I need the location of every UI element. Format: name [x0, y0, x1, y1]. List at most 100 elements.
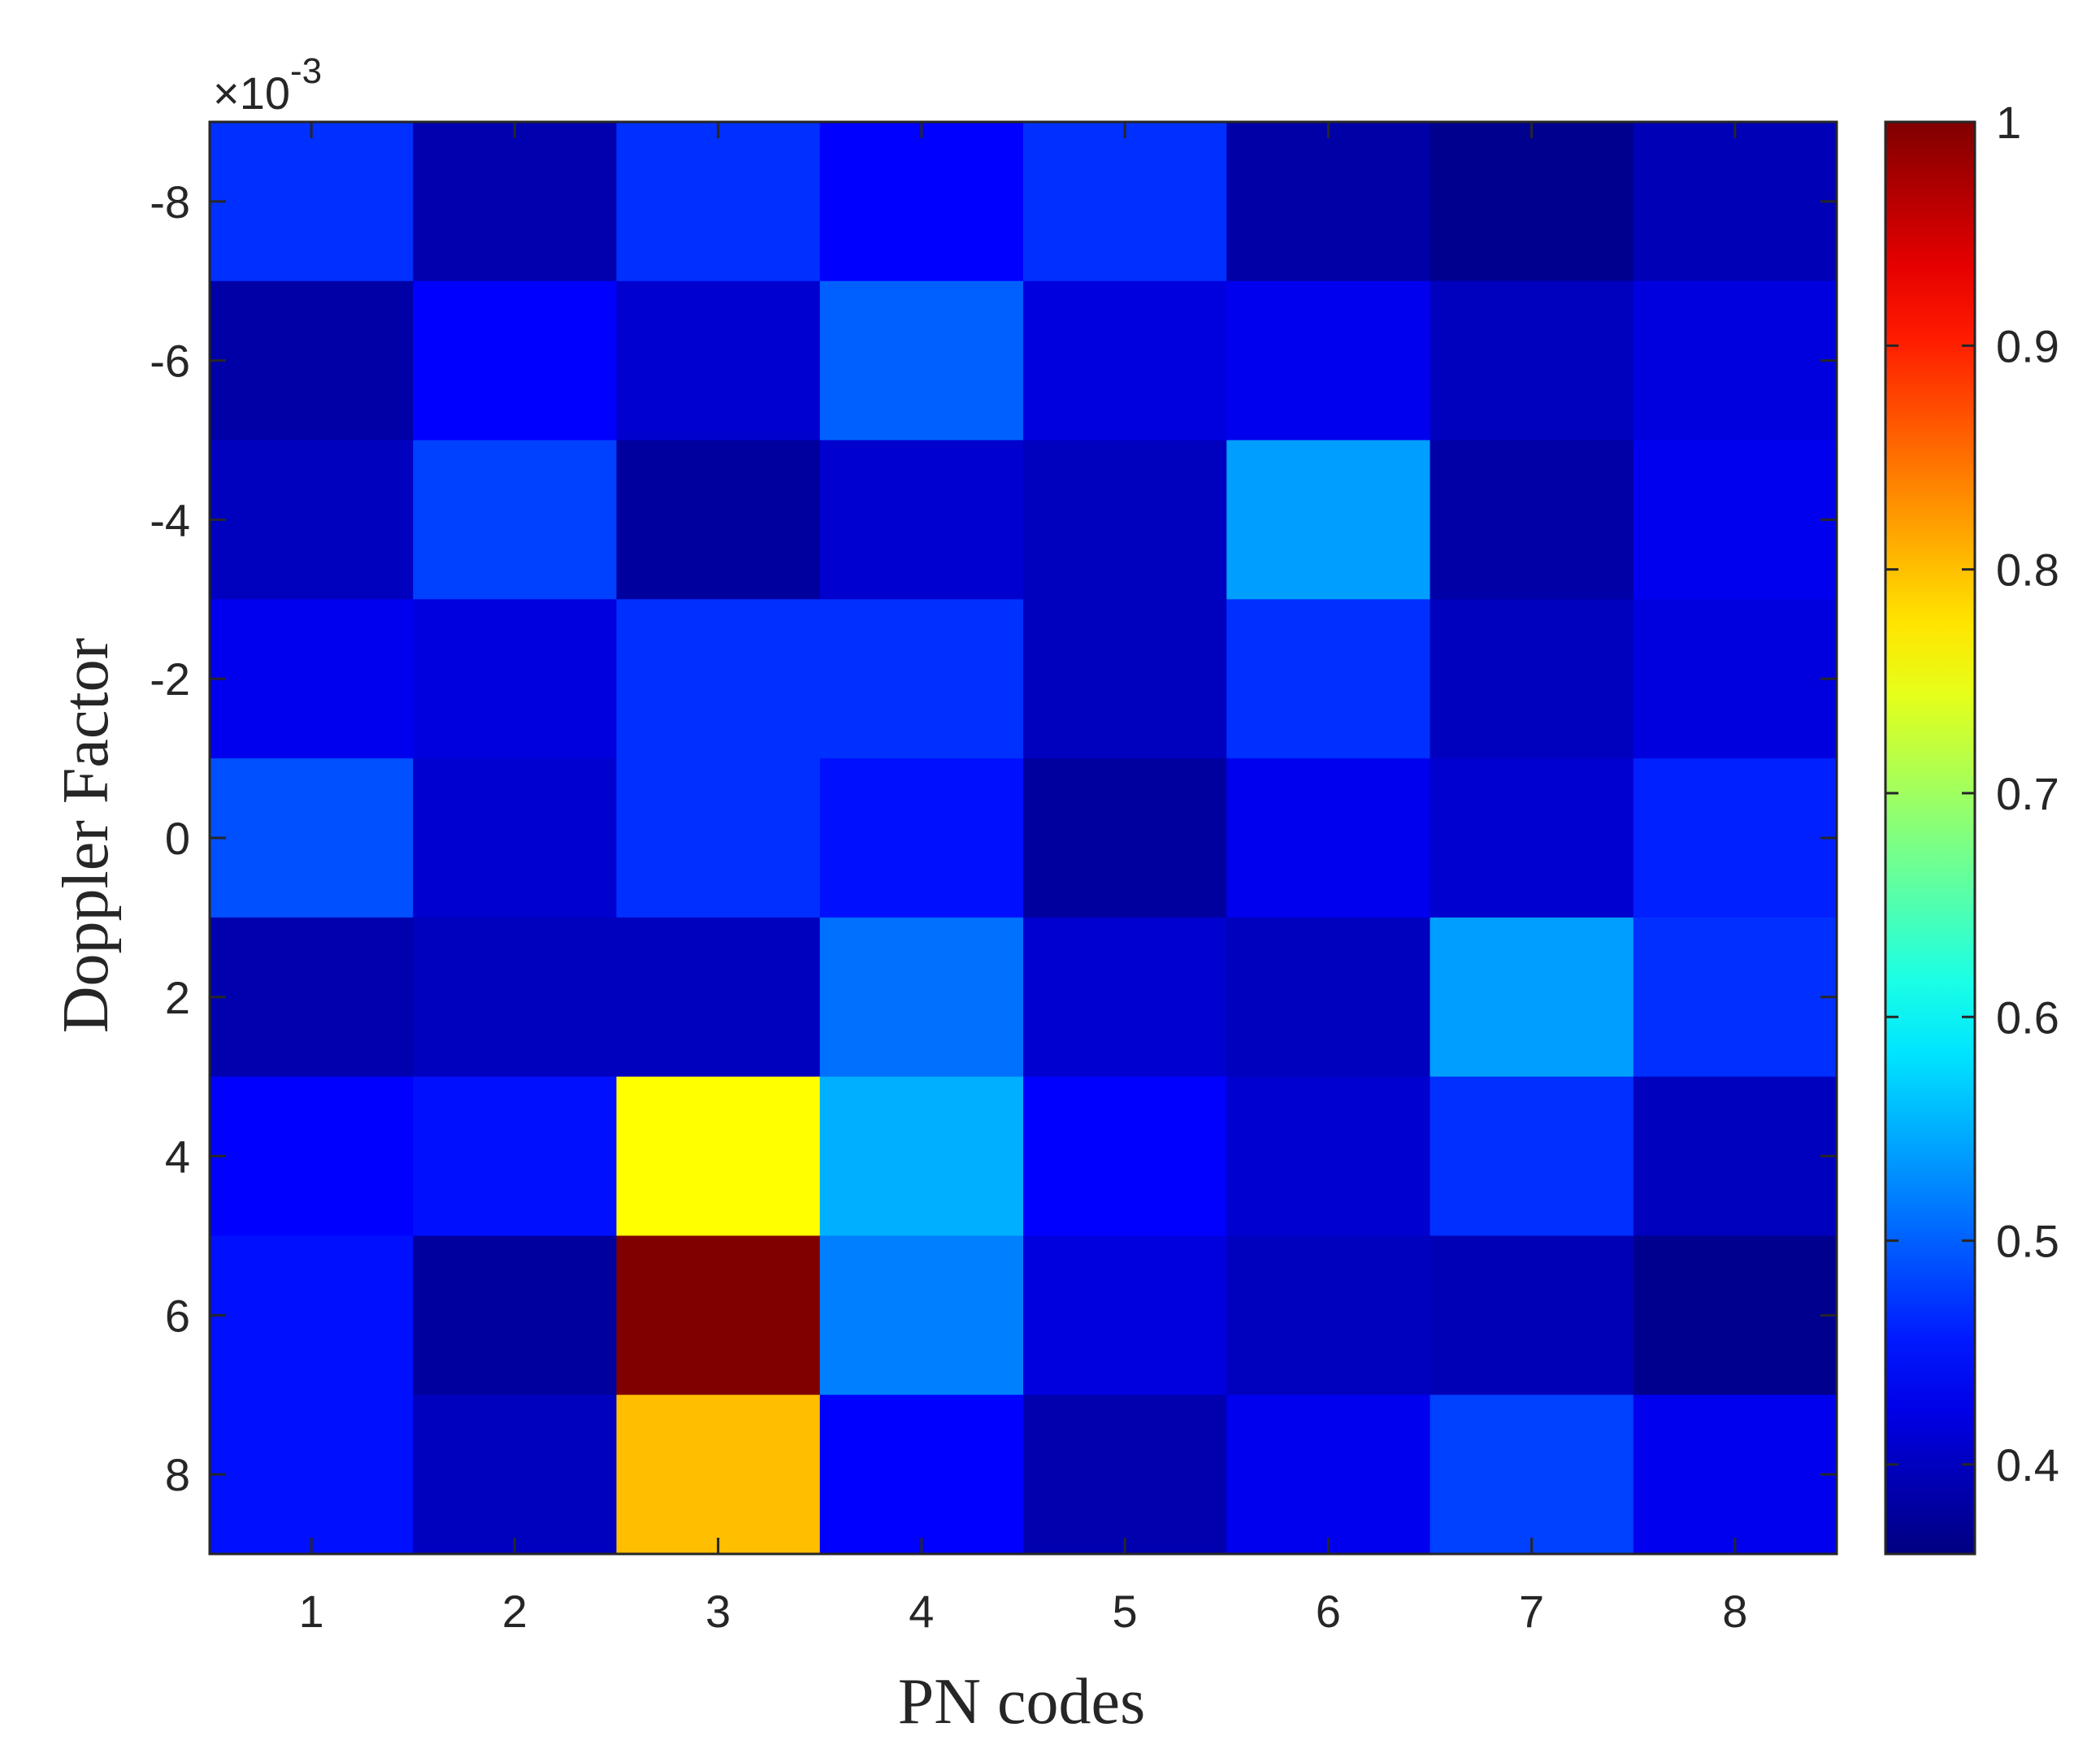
heatmap-cell — [210, 1235, 414, 1395]
heatmap-cell — [616, 758, 821, 918]
heatmap-cell — [1633, 440, 1837, 600]
heatmap-cell — [413, 1076, 618, 1237]
heatmap-cell — [616, 917, 821, 1078]
y-tick-labels: -8 -6 -4 -2 0 2 4 6 8 — [150, 176, 190, 1500]
heatmap-cell — [1023, 917, 1227, 1078]
y-tick-label: 0 — [165, 813, 190, 864]
y-tick-label: -8 — [150, 176, 190, 228]
x-tick-label: 2 — [502, 1586, 527, 1637]
heatmap-cell — [210, 122, 414, 282]
heatmap-cell — [1430, 758, 1634, 918]
heatmap-cell — [1023, 1235, 1227, 1395]
heatmap-cell — [1430, 440, 1634, 600]
y-exponent-base: ×10 — [213, 67, 290, 119]
heatmap-cell — [1023, 758, 1227, 918]
heatmap-cell — [616, 440, 821, 600]
y-tick-label: -4 — [150, 494, 190, 545]
x-tick-label: 4 — [909, 1586, 934, 1637]
heatmap-cell — [210, 917, 414, 1078]
x-tick-label: 8 — [1722, 1586, 1747, 1637]
colorbar-tick-label: 0.6 — [1996, 992, 2059, 1043]
heatmap-cell — [413, 280, 618, 441]
heatmap-cell — [819, 1235, 1024, 1395]
x-tick-label: 1 — [299, 1586, 324, 1637]
heatmap-cell — [413, 1395, 618, 1555]
heatmap-cell — [1226, 1235, 1431, 1395]
heatmap-cell — [1430, 1395, 1634, 1555]
heatmap-cell — [1226, 917, 1431, 1078]
heatmap-cell — [1023, 1395, 1227, 1555]
heatmap-cell — [616, 1076, 821, 1237]
heatmap-cell — [1226, 758, 1431, 918]
y-exponent-label: ×10-3 — [213, 51, 322, 119]
y-tick-label: -2 — [150, 653, 190, 705]
colorbar-tick-label: 1 — [1996, 97, 2021, 148]
heatmap-cell — [210, 599, 414, 759]
colorbar-tick-label: 0.4 — [1996, 1439, 2059, 1491]
heatmap-cell — [1023, 122, 1227, 282]
x-tick-label: 5 — [1113, 1586, 1138, 1637]
heatmap-cell — [819, 122, 1024, 282]
heatmap-cell — [1226, 280, 1431, 441]
heatmap-cell — [1226, 599, 1431, 759]
colorbar-tick-label: 0.9 — [1996, 320, 2059, 371]
heatmap-cell — [1023, 440, 1227, 600]
y-tick-label: 6 — [165, 1290, 190, 1341]
y-tick-label: 4 — [165, 1131, 190, 1183]
y-tick-label: 2 — [165, 972, 190, 1023]
heatmap-cell — [1023, 1076, 1227, 1237]
heatmap-cell — [1430, 1235, 1634, 1395]
heatmap-cell — [1633, 599, 1837, 759]
colorbar-ticks — [1885, 120, 1975, 1466]
heatmap-cell — [210, 280, 414, 441]
y-exponent-power: -3 — [290, 51, 322, 91]
x-axis-title: PN codes — [898, 1666, 1145, 1738]
heatmap-cell — [819, 917, 1024, 1078]
heatmap-cell — [616, 599, 821, 759]
x-tick-label: 6 — [1316, 1586, 1341, 1637]
heatmap-cell — [819, 440, 1024, 600]
heatmap-cell — [1023, 599, 1227, 759]
heatmap-cell — [616, 122, 821, 282]
colorbar-tick-labels: 0.4 0.5 0.6 0.7 0.8 0.9 1 — [1996, 97, 2059, 1491]
heatmap-cell — [1633, 1235, 1837, 1395]
heatmap-cell — [413, 758, 618, 918]
heatmap-cells — [210, 122, 1837, 1555]
heatmap-cell — [1633, 1076, 1837, 1237]
heatmap-cell — [819, 280, 1024, 441]
heatmap-cell — [1226, 440, 1431, 600]
heatmap-cell — [616, 280, 821, 441]
heatmap-cell — [413, 917, 618, 1078]
heatmap-cell — [413, 122, 618, 282]
heatmap-cell — [819, 599, 1024, 759]
colorbar-tick-label: 0.5 — [1996, 1216, 2059, 1267]
heatmap-cell — [819, 1076, 1024, 1237]
x-tick-labels: 1 2 3 4 5 6 7 8 — [299, 1586, 1748, 1637]
heatmap-cell — [1633, 122, 1837, 282]
heatmap-cell — [1226, 1395, 1431, 1555]
heatmap-cell — [616, 1235, 821, 1395]
heatmap-cell — [1633, 758, 1837, 918]
heatmap-cell — [1430, 122, 1634, 282]
heatmap-cell — [819, 758, 1024, 918]
heatmap-cell — [819, 1395, 1024, 1555]
heatmap-cell — [413, 599, 618, 759]
heatmap-cell — [1633, 1395, 1837, 1555]
y-tick-label: -6 — [150, 336, 190, 387]
colorbar — [1884, 120, 1976, 1556]
heatmap-cell — [1430, 599, 1634, 759]
y-axis-title: Doppler Factor — [50, 638, 122, 1034]
heatmap-cell — [413, 440, 618, 600]
heatmap-cell — [1023, 280, 1227, 441]
x-tick-label: 7 — [1519, 1586, 1544, 1637]
heatmap-cell — [210, 758, 414, 918]
heatmap-cell — [1226, 122, 1431, 282]
heatmap-cell — [1633, 917, 1837, 1078]
y-tick-label: 8 — [165, 1449, 190, 1500]
heatmap-cell — [210, 440, 414, 600]
colorbar-tick-label: 0.7 — [1996, 768, 2059, 819]
x-tick-label: 3 — [705, 1586, 731, 1637]
heatmap-cell — [1430, 917, 1634, 1078]
heatmap-cell — [210, 1076, 414, 1237]
